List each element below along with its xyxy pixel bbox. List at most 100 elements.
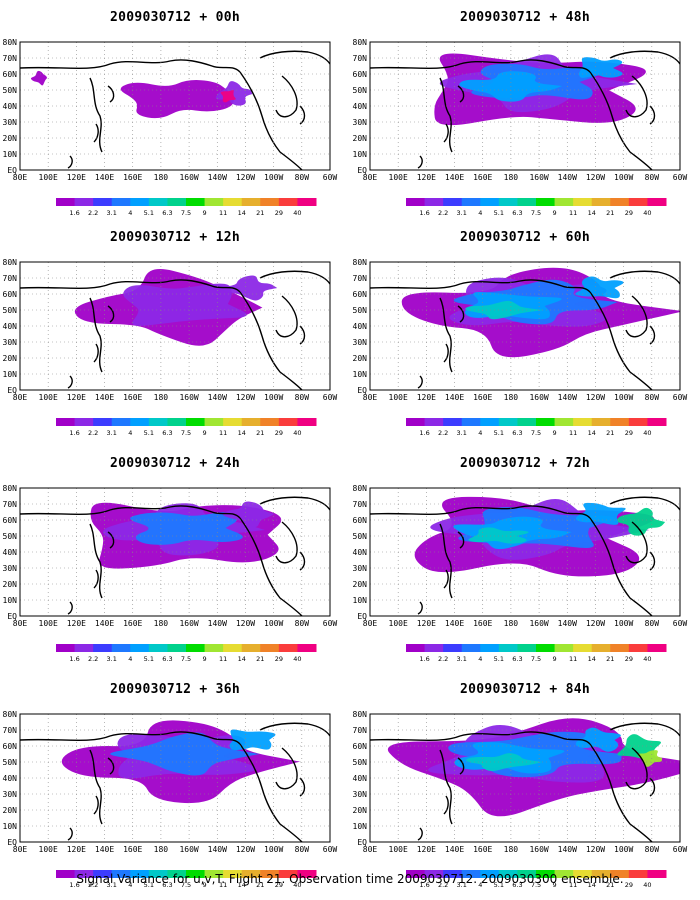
lon-tick-label: 140W — [208, 173, 227, 182]
lat-tick-label: 80N — [353, 710, 368, 719]
lon-tick-label: 160W — [179, 393, 198, 402]
lon-tick-label: 120W — [586, 393, 605, 402]
coastline — [609, 496, 680, 511]
lon-tick-label: 80E — [13, 173, 28, 182]
colorbar-swatch — [74, 644, 94, 652]
coastline — [275, 75, 298, 118]
colorbar-swatch — [297, 870, 317, 878]
colorbar-label: 11 — [569, 429, 577, 437]
colorbar-label: 3.1 — [107, 429, 117, 437]
coastline — [107, 305, 115, 323]
coastline — [20, 59, 241, 73]
colorbar-label: 7.5 — [181, 655, 191, 663]
colorbar-label: 3.1 — [107, 655, 117, 663]
colorbar-swatch — [517, 418, 537, 426]
coastline — [239, 291, 303, 390]
lon-tick-label: 140E — [95, 845, 114, 854]
colorbar-swatch — [241, 644, 261, 652]
colorbar-swatch — [461, 198, 481, 206]
lat-tick-label: EQ — [7, 612, 17, 621]
colorbar-swatch — [628, 198, 648, 206]
colorbar-label: 14 — [238, 881, 246, 889]
colorbar-swatch — [536, 644, 556, 652]
colorbar-swatch — [204, 198, 224, 206]
lon-tick-label: 100E — [389, 173, 408, 182]
coastline — [67, 827, 73, 841]
lat-tick-label: 20N — [3, 580, 18, 589]
coastline — [609, 722, 680, 737]
lat-tick-label: 80N — [353, 258, 368, 267]
coastline — [609, 50, 680, 65]
lat-tick-label: 40N — [353, 774, 368, 783]
colorbar-label: 11 — [569, 209, 577, 217]
colorbar-swatch — [56, 644, 76, 652]
lat-tick-label: 80N — [3, 710, 18, 719]
colorbar-label: 11 — [219, 655, 227, 663]
colorbar-swatch — [111, 870, 131, 878]
colorbar-label: 40 — [643, 429, 651, 437]
coastline — [417, 155, 423, 169]
colorbar-swatch — [461, 644, 481, 652]
colorbar-label: 4 — [478, 881, 482, 889]
coastline — [20, 279, 241, 293]
colorbar-swatch — [406, 870, 426, 878]
lat-tick-label: 20N — [353, 580, 368, 589]
lon-tick-label: 120E — [67, 393, 86, 402]
coastline — [649, 551, 656, 571]
coastline — [67, 375, 73, 389]
colorbar-swatch — [130, 644, 150, 652]
lon-tick-label: 120W — [236, 393, 255, 402]
lon-tick-label: 140E — [95, 393, 114, 402]
colorbar-label: 14 — [238, 209, 246, 217]
colorbar-label: 21 — [256, 209, 264, 217]
panel-title: 2009030712 + 72h — [459, 456, 591, 471]
colorbar-label: 4 — [128, 429, 132, 437]
lon-tick-label: 80E — [363, 619, 378, 628]
colorbar-swatch — [424, 418, 444, 426]
coastline — [93, 795, 99, 815]
colorbar-swatch — [406, 198, 426, 206]
lat-tick-label: 60N — [353, 290, 368, 299]
coastline — [67, 601, 73, 615]
lon-tick-label: 80E — [13, 619, 28, 628]
lon-tick-label: 160W — [529, 619, 548, 628]
lon-tick-label: 120E — [417, 845, 436, 854]
colorbar-label: 21 — [606, 881, 614, 889]
colorbar-swatch — [443, 870, 463, 878]
lat-tick-label: EQ — [357, 166, 367, 175]
colorbar-swatch — [610, 644, 630, 652]
coastline — [239, 517, 303, 616]
colorbar-label: 4 — [128, 655, 132, 663]
colorbar-label: 29 — [625, 209, 633, 217]
colorbar-swatch — [204, 418, 224, 426]
coastline — [259, 722, 330, 737]
lon-tick-label: 120E — [67, 619, 86, 628]
coastline — [259, 270, 330, 285]
lat-tick-label: EQ — [357, 386, 367, 395]
lat-tick-label: 50N — [3, 306, 18, 315]
lat-tick-label: 50N — [353, 306, 368, 315]
variance-contour — [30, 70, 48, 86]
lon-tick-label: 120W — [586, 845, 605, 854]
coastline — [370, 59, 591, 73]
colorbar-label: 29 — [275, 655, 283, 663]
lat-tick-label: 80N — [353, 484, 368, 493]
colorbar-label: 5.1 — [144, 881, 154, 889]
colorbar-swatch — [443, 418, 463, 426]
lon-tick-label: 120E — [417, 173, 436, 182]
lon-tick-label: 120W — [236, 845, 255, 854]
lon-tick-label: 160E — [123, 393, 142, 402]
colorbar-swatch — [647, 418, 667, 426]
coastline — [589, 517, 653, 616]
colorbar-label: 5.1 — [494, 209, 504, 217]
lat-tick-label: 60N — [3, 290, 18, 299]
lon-tick-label: 140E — [95, 173, 114, 182]
colorbar-swatch — [480, 644, 500, 652]
coastline — [259, 50, 330, 65]
lat-tick-label: 50N — [3, 758, 18, 767]
colorbar-swatch — [297, 418, 317, 426]
lon-tick-label: 100W — [614, 845, 633, 854]
colorbar-swatch — [424, 644, 444, 652]
colorbar-swatch — [424, 198, 444, 206]
